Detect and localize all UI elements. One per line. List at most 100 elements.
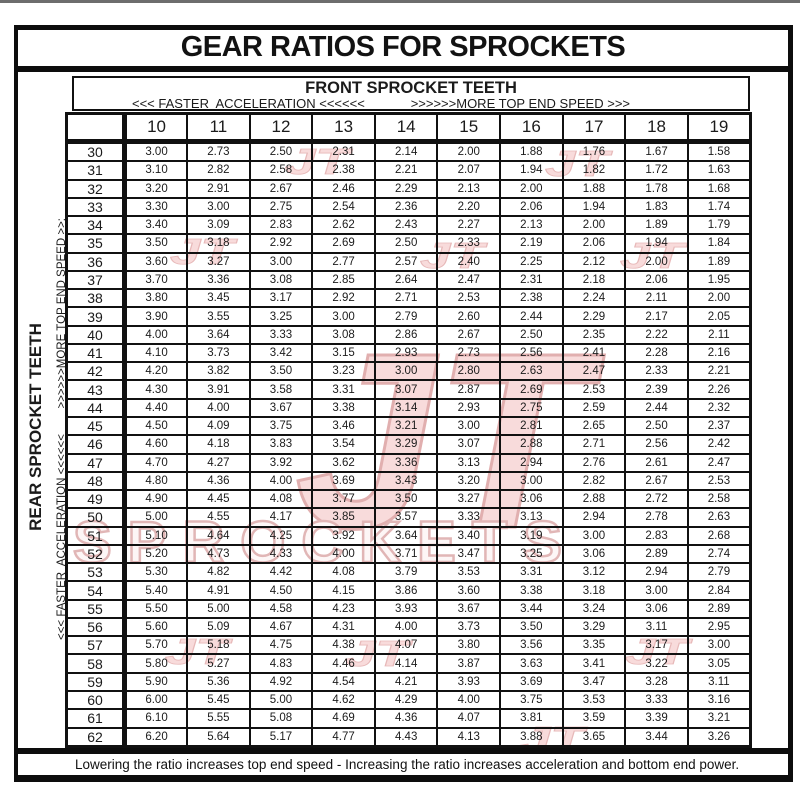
rear-sprocket-teeth-label: REAR SPROCKET TEETH — [26, 323, 45, 531]
ratio-cell: 2.22 — [624, 324, 689, 345]
table-row: 46 4.60 4.18 3.83 3.54 3.29 3.07 2.88 2.71 2.56 2.… — [65, 434, 752, 455]
ratio-cell: 5.45 — [186, 689, 251, 711]
ratio-cell: 2.71 — [373, 288, 439, 309]
table-row: 50 5.00 4.55 4.17 3.85 3.57 3.33 3.13 2.94 2.78 2.… — [65, 507, 752, 528]
ratio-cell: 2.06 — [561, 233, 627, 254]
ratio-cell: 2.53 — [686, 470, 752, 492]
ratio-cell: 2.53 — [561, 379, 627, 400]
ratio-cell: 2.79 — [686, 562, 752, 583]
ratio-cell: 3.27 — [436, 489, 502, 510]
front-teeth-header: 11 — [186, 112, 251, 144]
table-row: 31 3.10 2.82 2.58 2.38 2.21 2.07 1.94 1.82 1.72 1.… — [65, 160, 752, 181]
ratio-cell: 1.76 — [561, 140, 627, 163]
ratio-cell: 4.29 — [373, 689, 439, 711]
ratio-cell: 2.13 — [499, 215, 564, 236]
ratio-cell: 2.24 — [561, 288, 627, 309]
ratio-cell: 4.64 — [186, 525, 251, 546]
ratio-cell: 1.84 — [686, 233, 752, 254]
ratio-cell: 4.10 — [123, 342, 189, 364]
table-row: 60 6.00 5.45 5.00 4.62 4.29 4.00 3.75 3.53 3.33 3.… — [65, 689, 752, 711]
ratio-cell: 2.25 — [499, 251, 564, 272]
ratio-cell: 2.21 — [686, 361, 752, 382]
ratio-cell: 3.54 — [311, 434, 376, 455]
table-row: 47 4.70 4.27 3.92 3.62 3.36 3.13 2.94 2.76 2.61 2.… — [65, 452, 752, 473]
ratio-cell: 2.69 — [311, 233, 376, 254]
ratio-cell: 2.60 — [436, 306, 502, 327]
ratio-cell: 1.88 — [561, 178, 627, 199]
ratio-cell: 2.18 — [561, 269, 627, 291]
ratio-cell: 2.00 — [436, 140, 502, 163]
ratio-cell: 3.11 — [686, 671, 752, 692]
rear-teeth-cell: 34 — [65, 215, 127, 236]
ratio-cell: 1.79 — [686, 215, 752, 236]
ratio-cell: 3.13 — [499, 507, 564, 528]
ratio-cell: 3.21 — [686, 708, 752, 729]
rear-teeth-cell: 48 — [65, 470, 127, 492]
ratio-cell: 3.21 — [373, 415, 439, 437]
ratio-cell: 3.80 — [436, 635, 502, 656]
ratio-cell: 4.80 — [123, 470, 189, 492]
ratio-cell: 2.94 — [624, 562, 689, 583]
ratio-cell: 3.58 — [248, 379, 314, 400]
front-teeth-header: 10 — [123, 112, 189, 144]
ratio-cell: 2.00 — [499, 178, 564, 199]
ratio-cell: 2.31 — [499, 269, 564, 291]
rear-teeth-cell: 39 — [65, 306, 127, 327]
ratio-cell: 3.45 — [186, 288, 251, 309]
ratio-cell: 3.05 — [686, 653, 752, 674]
ratio-cell: 2.50 — [624, 415, 689, 437]
rear-teeth-cell: 49 — [65, 489, 127, 510]
ratio-cell: 2.56 — [499, 342, 564, 364]
rear-teeth-cell: 35 — [65, 233, 127, 254]
outer-frame: GEAR RATIOS FOR SPROCKETS JT SPROCKETS J… — [14, 25, 793, 782]
title-band: GEAR RATIOS FOR SPROCKETS — [18, 30, 788, 64]
ratio-cell: 3.25 — [248, 306, 314, 327]
ratio-cell: 4.50 — [248, 580, 314, 601]
ratio-cell: 3.64 — [373, 525, 439, 546]
table-row: 37 3.70 3.36 3.08 2.85 2.64 2.47 2.31 2.18 2.06 1.… — [65, 269, 752, 291]
ratio-cell: 3.69 — [499, 671, 564, 692]
ratio-cell: 3.31 — [499, 562, 564, 583]
table-row: 57 5.70 5.18 4.75 4.38 4.07 3.80 3.56 3.35 3.17 3.… — [65, 635, 752, 656]
ratio-cell: 3.55 — [186, 306, 251, 327]
table-row: 62 6.20 5.64 5.17 4.77 4.43 4.13 3.88 3.65 3.44 3.… — [65, 726, 752, 748]
ratio-cell: 2.89 — [624, 543, 689, 565]
front-teeth-header: 15 — [436, 112, 502, 144]
ratio-cell: 3.10 — [123, 160, 189, 181]
ratio-cell: 2.57 — [373, 251, 439, 272]
table-row: 54 5.40 4.91 4.50 4.15 3.86 3.60 3.38 3.18 3.00 2.… — [65, 580, 752, 601]
ratio-cell: 4.31 — [311, 616, 376, 638]
ratio-cell: 2.40 — [436, 251, 502, 272]
ratio-cell: 4.62 — [311, 689, 376, 711]
ratio-cell: 3.00 — [436, 415, 502, 437]
ratio-cell: 6.20 — [123, 726, 189, 748]
ratio-cell: 3.93 — [373, 598, 439, 619]
ratio-cell: 4.55 — [186, 507, 251, 528]
ratio-cell: 2.37 — [686, 415, 752, 437]
ratio-cell: 2.46 — [311, 178, 376, 199]
ratio-cell: 2.31 — [311, 140, 376, 163]
ratio-cell: 2.44 — [624, 397, 689, 419]
ratio-cell: 3.92 — [248, 452, 314, 473]
ratio-cell: 3.75 — [499, 689, 564, 711]
ratio-cell: 2.75 — [499, 397, 564, 419]
ratio-cell: 6.10 — [123, 708, 189, 729]
ratio-cell: 4.92 — [248, 671, 314, 692]
ratio-cell: 6.00 — [123, 689, 189, 711]
ratio-cell: 2.06 — [624, 269, 689, 291]
ratio-cell: 3.29 — [373, 434, 439, 455]
ratio-cell: 5.00 — [186, 598, 251, 619]
ratio-cell: 3.06 — [561, 543, 627, 565]
ratio-cell: 2.65 — [561, 415, 627, 437]
front-teeth-header: 18 — [624, 112, 689, 144]
ratio-cell: 2.79 — [373, 306, 439, 327]
rear-teeth-cell: 53 — [65, 562, 127, 583]
ratio-cell: 3.50 — [123, 233, 189, 254]
ratio-cell: 2.00 — [686, 288, 752, 309]
ratio-cell: 4.75 — [248, 635, 314, 656]
ratio-cell: 1.82 — [561, 160, 627, 181]
ratio-cell: 4.30 — [123, 379, 189, 400]
front-teeth-header: 17 — [561, 112, 627, 144]
table-row: 53 5.30 4.82 4.42 4.08 3.79 3.53 3.31 3.12 2.94 2.… — [65, 562, 752, 583]
